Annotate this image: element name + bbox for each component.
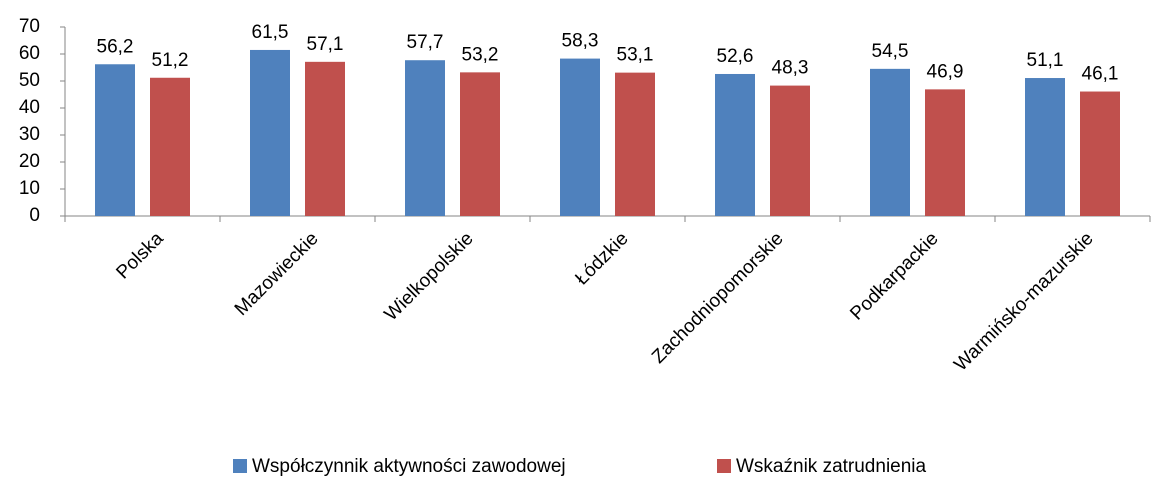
x-tick-label: Mazowieckie [231, 228, 323, 320]
value-label: 48,3 [772, 58, 809, 79]
bar [305, 61, 345, 216]
x-tick-label: Zachodniopomorskie [648, 228, 788, 368]
bar [405, 60, 445, 217]
value-label: 46,9 [927, 61, 964, 82]
x-tick-label: Polska [112, 228, 167, 283]
value-label: 46,1 [1082, 64, 1119, 85]
bar [150, 77, 190, 216]
bar [615, 72, 655, 216]
legend-swatch [233, 459, 247, 473]
value-label: 52,6 [717, 46, 754, 67]
value-label: 57,7 [407, 32, 444, 53]
bar [95, 64, 135, 216]
value-label: 51,1 [1027, 50, 1064, 71]
x-tick-label: Warmińsko-mazurskie [950, 228, 1097, 375]
y-tick-label: 60 [19, 43, 40, 64]
value-label: 51,2 [152, 50, 189, 71]
y-tick-label: 40 [19, 97, 40, 118]
value-label: 57,1 [307, 34, 344, 55]
bar [460, 72, 500, 216]
x-tick-label: Łódzkie [571, 228, 632, 289]
value-label: 58,3 [562, 31, 599, 52]
value-label: 54,5 [872, 41, 909, 62]
bar [560, 58, 600, 217]
bar [770, 85, 810, 216]
value-label: 53,2 [462, 44, 499, 65]
y-tick-label: 70 [19, 16, 40, 37]
legend-swatch [717, 459, 731, 473]
y-tick-label: 50 [19, 70, 40, 91]
y-tick-label: 0 [29, 205, 40, 226]
bar [925, 89, 965, 216]
x-tick-label: Podkarpackie [846, 228, 942, 324]
bar [715, 73, 755, 216]
y-tick-label: 30 [19, 124, 40, 145]
bar [1080, 91, 1120, 216]
x-tick-label: Wielkopolskie [381, 228, 478, 325]
y-tick-label: 10 [19, 178, 40, 199]
bar [870, 68, 910, 216]
value-label: 61,5 [252, 22, 289, 43]
y-tick-label: 20 [19, 151, 40, 172]
bar [1025, 78, 1065, 216]
value-label: 53,1 [617, 45, 654, 66]
bar [250, 49, 290, 217]
legend-label: Współczynnik aktywności zawodowej [252, 456, 566, 477]
legend-label: Wskaźnik zatrudnienia [736, 456, 927, 477]
value-label: 56,2 [97, 36, 134, 57]
